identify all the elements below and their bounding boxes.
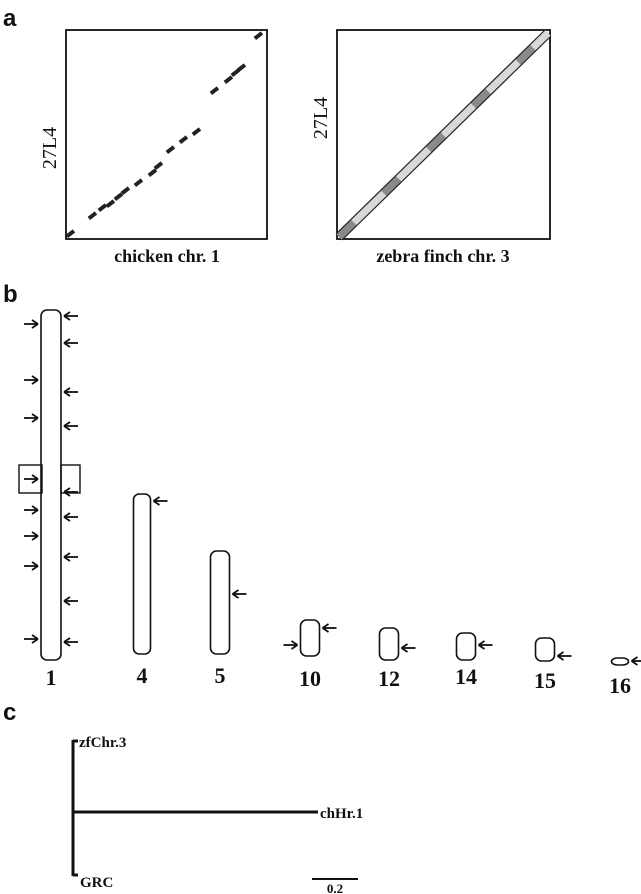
dotplot-segment [120, 186, 131, 196]
arrow-right-side-head [401, 643, 408, 653]
dotplot-chicken-xlabel: chicken chr. 1 [114, 246, 220, 266]
chromosome-label-14: 14 [455, 664, 477, 689]
chromosome-14 [455, 632, 477, 661]
panel-a-letter: a [3, 5, 17, 32]
arrow-right-side-head [557, 651, 564, 661]
dotplot-band-segment [455, 102, 477, 124]
dotplot-segment [223, 75, 234, 85]
dotplot-zebrafinch-diagonal [335, 29, 552, 241]
dotplot-segment [165, 145, 176, 155]
dotplot-segment [178, 135, 189, 145]
dotplot-segment [133, 178, 144, 188]
dotplot-band-segment [395, 160, 417, 182]
chromosome-15 [534, 637, 556, 662]
chromosome-label-12: 12 [378, 666, 400, 691]
arrow-right-side-head [63, 421, 71, 431]
dotplot-segment [153, 161, 164, 171]
chromosome-label-4: 4 [137, 663, 148, 688]
dotplot-band-edge [335, 29, 546, 235]
highlight-box-left [18, 464, 43, 494]
dotplot-chicken-frame [65, 29, 268, 240]
panel-c-letter: c [3, 699, 16, 726]
arrow-left-side-head [31, 505, 39, 515]
arrow-left-side-head [31, 319, 39, 329]
chromosome-5 [209, 550, 231, 655]
dotplot-chicken-ylabel: 27L4 [39, 127, 61, 169]
dotplot-segment [113, 192, 124, 202]
tree-label-bottom: GRC [80, 875, 113, 891]
arrow-left-side-head [31, 634, 39, 644]
dotplot-band-segment [350, 204, 373, 226]
chromosome-10 [299, 619, 321, 657]
arrow-right-side-head [63, 387, 71, 397]
arrow-right-side-head [63, 311, 71, 321]
chromosome-12 [378, 627, 400, 661]
dotplot-band-segment [529, 29, 552, 51]
phylogenetic-tree [71, 739, 358, 880]
arrow-left-side-head [31, 413, 39, 423]
dotplot-band-segment [514, 44, 537, 66]
dotplot-segment [105, 199, 116, 209]
arrow-right-side-head [63, 596, 71, 606]
dotplot-segment [65, 229, 76, 239]
arrow-left-side-head [291, 640, 298, 650]
dotplot-segment [87, 211, 98, 221]
dotplot-chicken-marks [65, 31, 264, 239]
panel-b-letter: b [3, 281, 18, 308]
arrow-right-side-head [63, 512, 71, 522]
dotplot-band-segment [380, 175, 402, 197]
chromosome-1 [40, 309, 62, 661]
tree-label-top: zfChr.3 [79, 735, 126, 751]
dotplot-zebrafinch-ylabel: 27L4 [310, 97, 332, 139]
arrow-left-side-head [31, 531, 39, 541]
arrow-right-side-head [63, 637, 71, 647]
dotplot-band-segment [410, 146, 432, 168]
dotplot-chicken: 27L4 chicken chr. 1 [39, 29, 268, 266]
dotplot-segment [97, 203, 108, 213]
chromosome-karyotype: 1 4 5 10 12 14 15 16 [18, 309, 641, 698]
dotplot-band-segment [485, 73, 507, 95]
dotplot-band-segment [470, 88, 492, 110]
arrow-right-side-head [631, 656, 638, 666]
scale-bar-label: 0.2 [327, 881, 343, 894]
dotplot-band-segment [335, 219, 358, 241]
dotplot-segment [209, 86, 220, 96]
highlight-box-right [60, 464, 81, 494]
arrow-right-side-head [63, 338, 71, 348]
arrow-right-side-head [322, 623, 329, 633]
dotplot-segment [147, 168, 158, 178]
dotplot-band-edge [341, 35, 552, 241]
dotplot-segment [230, 68, 241, 78]
arrow-right-side-head [232, 589, 239, 599]
chromosome-label-15: 15 [534, 668, 556, 693]
arrow-right-side-head [63, 552, 71, 562]
arrow-right-side-head [153, 496, 160, 506]
dotplot-segment [236, 63, 247, 73]
chromosome-4 [132, 493, 152, 655]
dotplot-segment [191, 127, 202, 137]
chromosome-label-5: 5 [215, 663, 226, 688]
chromosome-label-16: 16 [609, 673, 631, 698]
chromosome-16 [610, 657, 630, 666]
dotplot-band-segment [440, 117, 462, 139]
dotplot-zebrafinch-xlabel: zebra finch chr. 3 [376, 246, 509, 266]
arrow-left-side-head [31, 474, 39, 484]
dotplot-zebrafinch: 27L4 zebra finch chr. 3 [310, 29, 552, 266]
dotplot-band-segment [425, 131, 447, 153]
arrow-left-side-head [31, 375, 39, 385]
dotplot-band-segment [500, 58, 522, 80]
dotplot-segment [253, 31, 264, 41]
dotplot-zebrafinch-frame [336, 29, 551, 240]
arrow-left-side-head [31, 561, 39, 571]
tree-label-middle: chHr.1 [320, 806, 363, 822]
chromosome-label-1: 1 [46, 665, 57, 690]
chromosome-label-10: 10 [299, 666, 321, 691]
dotplot-band-segment [365, 190, 387, 212]
arrow-right-side-head [478, 640, 485, 650]
